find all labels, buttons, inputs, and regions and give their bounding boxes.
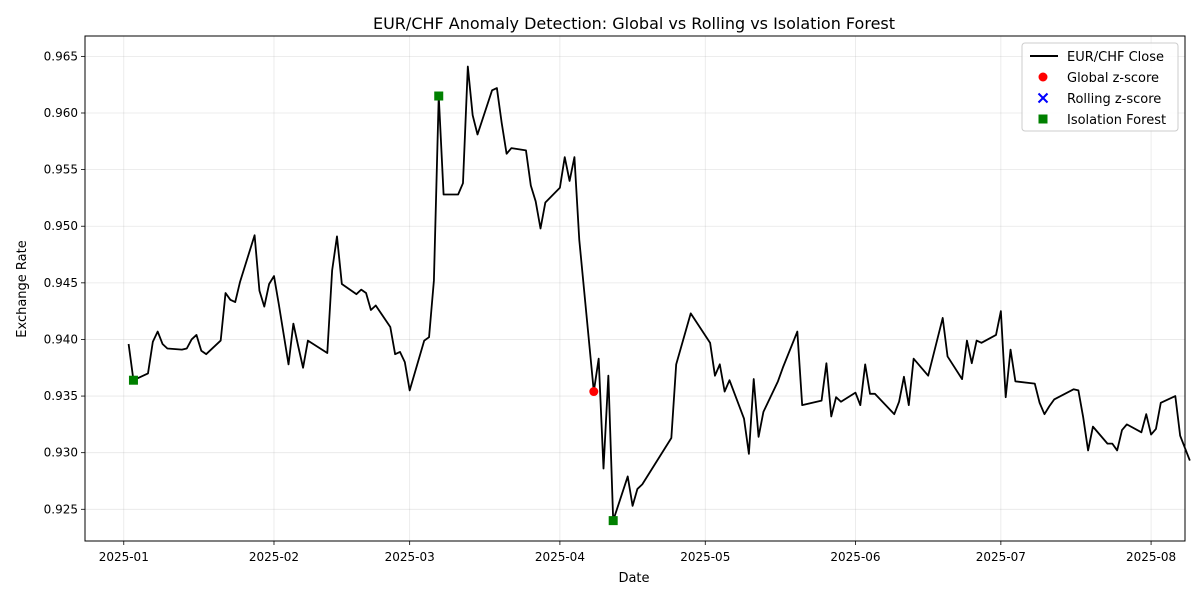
- x-axis-ticks: 2025-01 2025-02 2025-03 2025-04 2025-05 2025-…: [99, 541, 1176, 564]
- isolation-forest-marker: [128, 375, 138, 385]
- legend-box: [1021, 42, 1179, 132]
- x-tick-label: 2025-04: [535, 550, 585, 564]
- y-tick-label: 0.930: [44, 446, 78, 460]
- x-tick-label: 2025-07: [976, 550, 1026, 564]
- grid-lines: [85, 36, 1185, 541]
- isolation-forest-marker: [608, 516, 618, 526]
- x-tick-label: 2025-08: [1126, 550, 1176, 564]
- y-tick-label: 0.945: [44, 276, 78, 290]
- y-tick-label: 0.940: [44, 332, 78, 346]
- plot-frame: [84, 35, 1186, 542]
- isolation-forest-marker: [434, 91, 444, 101]
- legend-x-swatch: [1037, 92, 1049, 104]
- y-tick-label: 0.955: [44, 163, 78, 177]
- chart-title: EUR/CHF Anomaly Detection: Global vs Rol…: [373, 14, 895, 33]
- y-tick-label: 0.960: [44, 106, 78, 120]
- anomaly-markers: [128, 91, 618, 526]
- legend-label-global: Global z-score: [1067, 71, 1159, 86]
- x-tick-label: 2025-02: [249, 550, 299, 564]
- x-axis-label: Date: [618, 571, 649, 586]
- y-tick-label: 0.965: [44, 49, 78, 63]
- x-tick-label: 2025-05: [680, 550, 730, 564]
- legend-label-rolling: Rolling z-score: [1067, 92, 1161, 107]
- y-axis-ticks: 0.925 0.930 0.935 0.940 0.945 0.950 0.955 0.960…: [44, 49, 85, 516]
- legend: EUR/CHF Close Global z-score Rolling z-s…: [1021, 42, 1179, 132]
- y-tick-label: 0.925: [44, 502, 78, 516]
- y-axis-label: Exchange Rate: [15, 240, 30, 337]
- x-tick-label: 2025-03: [385, 550, 435, 564]
- y-tick-label: 0.950: [44, 219, 78, 233]
- x-tick-label: 2025-01: [99, 550, 149, 564]
- legend-circle-swatch: [1038, 72, 1048, 82]
- legend-label-close: EUR/CHF Close: [1067, 50, 1164, 65]
- y-tick-label: 0.935: [44, 389, 78, 403]
- global-zscore-marker: [589, 387, 599, 397]
- x-tick-label: 2025-06: [830, 550, 880, 564]
- legend-label-isolation: Isolation Forest: [1067, 113, 1166, 128]
- legend-square-swatch: [1038, 114, 1048, 124]
